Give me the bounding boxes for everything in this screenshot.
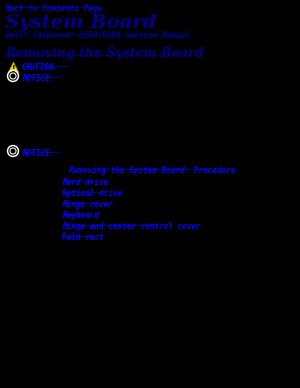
Circle shape [10, 148, 16, 154]
Text: CAUTION:: CAUTION: [22, 63, 59, 72]
Text: Back to Contents Page: Back to Contents Page [5, 4, 102, 13]
Text: NOTICE:: NOTICE: [22, 149, 54, 158]
Text: Keyboard: Keyboard [62, 211, 99, 220]
Circle shape [10, 73, 16, 79]
Text: Removing the System Board: Procedure: Removing the System Board: Procedure [69, 166, 235, 175]
Text: Hinge and center control cover: Hinge and center control cover [62, 222, 201, 231]
Text: System Board: System Board [5, 14, 156, 32]
Text: Dell™ Inspiron™ 8500/8600 Service Manual: Dell™ Inspiron™ 8500/8600 Service Manual [5, 31, 190, 40]
Text: Hinge cover: Hinge cover [62, 200, 113, 209]
Polygon shape [8, 62, 19, 73]
Text: Removing the System Board: Removing the System Board [5, 47, 204, 60]
Text: Palm rest: Palm rest [62, 233, 104, 242]
Text: !: ! [12, 64, 15, 73]
Text: Hard drive: Hard drive [62, 178, 108, 187]
Circle shape [8, 146, 19, 156]
Text: Optical drive: Optical drive [62, 189, 122, 198]
Circle shape [8, 71, 19, 81]
Text: NOTICE:: NOTICE: [22, 74, 54, 83]
